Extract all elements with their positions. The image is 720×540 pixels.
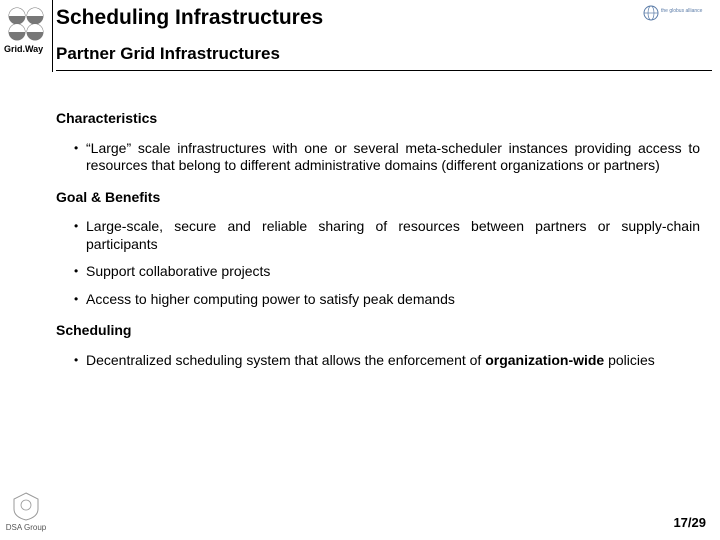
slide: Grid.Way Scheduling Infrastructures the … [0,0,720,540]
gridway-logo-icon [6,6,46,42]
bullet-text: Large-scale, secure and reliable sharing… [86,218,700,253]
page-title: Scheduling Infrastructures [56,6,712,30]
bullet-dot-icon: • [74,263,86,281]
page-number: 17/29 [673,515,706,530]
bullet-text: Decentralized scheduling system that all… [86,352,700,370]
page-subtitle: Partner Grid Infrastructures [56,44,712,64]
content-body: Characteristics•“Large” scale infrastruc… [56,110,700,379]
bullet-item: •Access to higher computing power to sat… [74,291,700,309]
bullet-dot-icon: • [74,140,86,175]
page-current: 17 [673,515,687,530]
section-heading: Scheduling [56,322,700,340]
left-column: Grid.Way [0,0,52,540]
dsa-label: DSA Group [4,523,48,532]
section-heading: Characteristics [56,110,700,128]
bullet-text: Support collaborative projects [86,263,700,281]
bullet-item: •Large-scale, secure and reliable sharin… [74,218,700,253]
crest-icon [11,491,41,521]
bullet-item: •Support collaborative projects [74,263,700,281]
vertical-rule [52,0,53,72]
bullet-dot-icon: • [74,352,86,370]
bullet-item: •“Large” scale infrastructures with one … [74,140,700,175]
globus-text: the globus alliance [661,8,703,14]
globus-logo-icon: the globus alliance [642,4,712,22]
page-total: 29 [692,515,706,530]
section-heading: Goal & Benefits [56,189,700,207]
horizontal-rule [56,70,712,71]
bullet-text: Access to higher computing power to sati… [86,291,700,309]
bullet-dot-icon: • [74,291,86,309]
bullet-dot-icon: • [74,218,86,253]
gridway-label: Grid.Way [4,44,43,54]
bullet-item: •Decentralized scheduling system that al… [74,352,700,370]
bullet-text: “Large” scale infrastructures with one o… [86,140,700,175]
dsa-badge: DSA Group [4,491,48,532]
